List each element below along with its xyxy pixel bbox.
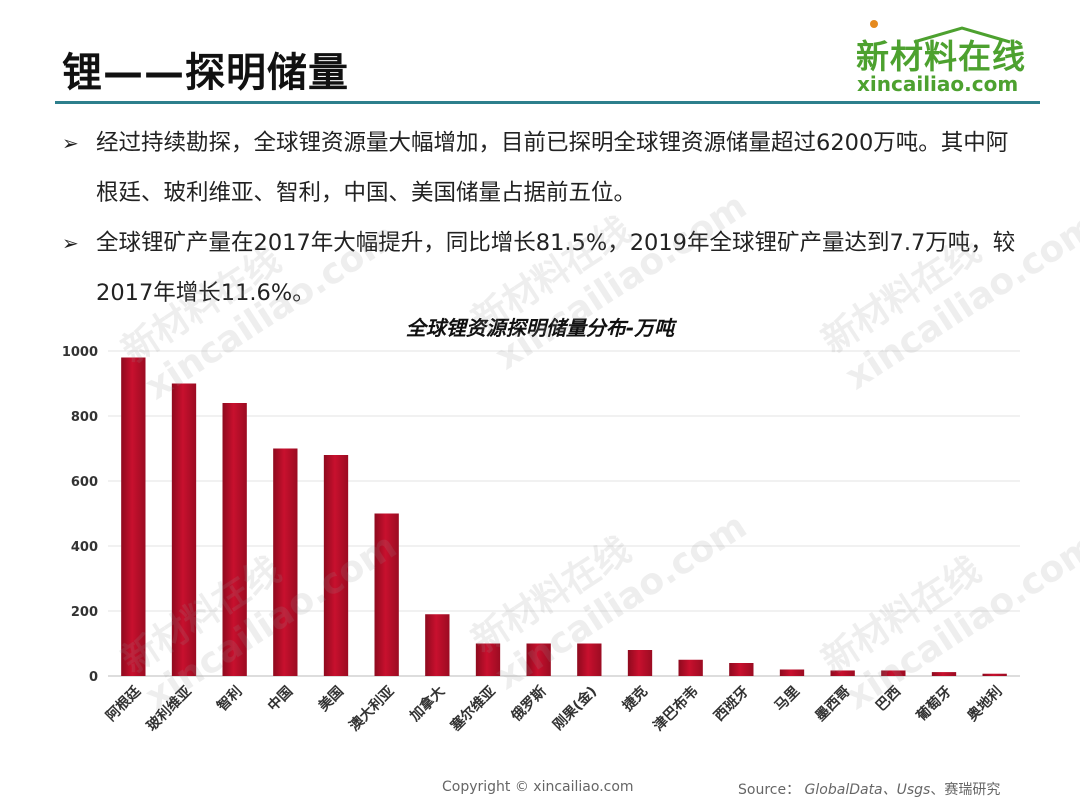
bar bbox=[222, 403, 247, 676]
x-tick-label: 智利 bbox=[213, 683, 246, 716]
y-tick-label: 1000 bbox=[62, 345, 98, 360]
x-tick-label: 中国 bbox=[264, 683, 296, 715]
x-tick-label: 津巴布韦 bbox=[650, 683, 702, 735]
bar bbox=[425, 614, 450, 676]
x-tick-label: 阿根廷 bbox=[102, 682, 144, 724]
bar bbox=[982, 673, 1007, 676]
copyright-text: Copyright © xincailiao.com bbox=[442, 779, 634, 795]
y-tick-label: 200 bbox=[71, 605, 98, 620]
bar bbox=[526, 643, 551, 676]
title-rule bbox=[55, 101, 1040, 104]
logo-text-en: xincailiao.com bbox=[857, 72, 1019, 96]
x-tick-label: 捷克 bbox=[619, 683, 651, 715]
bar bbox=[729, 663, 754, 676]
bar bbox=[323, 455, 349, 676]
bullet-text: 经过持续勘探，全球锂资源量大幅增加，目前已探明全球锂资源储量超过6200万吨。其… bbox=[96, 130, 1009, 206]
bar bbox=[121, 357, 146, 676]
x-tick-label: 墨西哥 bbox=[812, 684, 853, 725]
arrow-bullet-icon: ➢ bbox=[62, 231, 79, 255]
x-tick-label: 玻利维亚 bbox=[143, 683, 195, 735]
bullet-item: ➢ 经过持续勘探，全球锂资源量大幅增加，目前已探明全球锂资源储量超过6200万吨… bbox=[62, 118, 1022, 218]
logo-text-cn: 新材料在线 bbox=[856, 37, 1026, 76]
x-tick-label: 刚果(金) bbox=[549, 683, 600, 734]
y-tick-label: 600 bbox=[71, 475, 98, 490]
y-tick-label: 800 bbox=[71, 410, 98, 425]
x-tick-label: 奥地利 bbox=[964, 683, 1006, 725]
x-tick-label: 美国 bbox=[315, 683, 347, 715]
x-tick-label: 塞尔维亚 bbox=[447, 683, 499, 735]
bar bbox=[374, 513, 399, 676]
bullet-list: ➢ 经过持续勘探，全球锂资源量大幅增加，目前已探明全球锂资源储量超过6200万吨… bbox=[62, 118, 1022, 318]
chart-title: 全球锂资源探明储量分布-万吨 bbox=[405, 316, 675, 340]
x-tick-label: 俄罗斯 bbox=[507, 683, 549, 725]
bullet-item: ➢ 全球锂矿产量在2017年大幅提升，同比增长81.5%，2019年全球锂矿产量… bbox=[62, 218, 1022, 318]
bar bbox=[273, 448, 298, 676]
bar bbox=[627, 650, 653, 676]
x-tick-label: 巴西 bbox=[873, 684, 904, 715]
slide-title: 锂——探明储量 bbox=[62, 50, 349, 96]
x-tick-label: 马里 bbox=[772, 684, 803, 715]
bullet-text: 全球锂矿产量在2017年大幅提升，同比增长81.5%，2019年全球锂矿产量达到… bbox=[96, 230, 1016, 306]
x-tick-label: 澳大利亚 bbox=[346, 683, 398, 735]
x-tick-label: 西班牙 bbox=[710, 683, 752, 725]
bar bbox=[475, 643, 501, 676]
logo-dot-icon bbox=[870, 20, 878, 28]
bar bbox=[171, 383, 197, 676]
y-tick-label: 400 bbox=[71, 540, 98, 555]
bar bbox=[830, 670, 855, 676]
roof-icon bbox=[913, 26, 1011, 44]
x-tick-label: 加拿大 bbox=[406, 683, 448, 725]
bar bbox=[779, 669, 805, 676]
source-text: Source： GlobalData、Usgs、赛瑞研究 bbox=[738, 782, 1001, 798]
bar bbox=[881, 670, 906, 676]
x-tick-label: 葡萄牙 bbox=[912, 683, 954, 725]
bar bbox=[931, 672, 957, 676]
arrow-bullet-icon: ➢ bbox=[62, 131, 79, 155]
brand-logo: 新材料在线 xincailiao.com bbox=[852, 20, 1042, 100]
bar bbox=[577, 643, 602, 676]
y-tick-label: 0 bbox=[89, 670, 98, 685]
bar bbox=[678, 659, 703, 676]
